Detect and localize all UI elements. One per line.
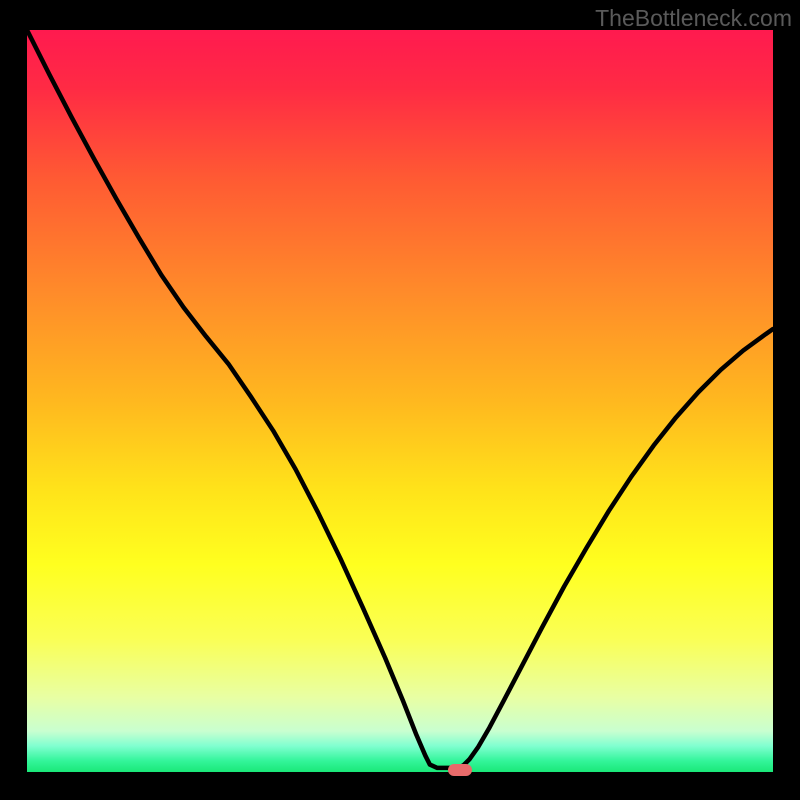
plot-area: [27, 30, 773, 772]
watermark-text: TheBottleneck.com: [595, 5, 792, 32]
chart-container: { "watermark": { "text": "TheBottleneck.…: [0, 0, 800, 800]
bottleneck-curve: [27, 30, 773, 772]
optimal-point-marker: [448, 764, 472, 776]
